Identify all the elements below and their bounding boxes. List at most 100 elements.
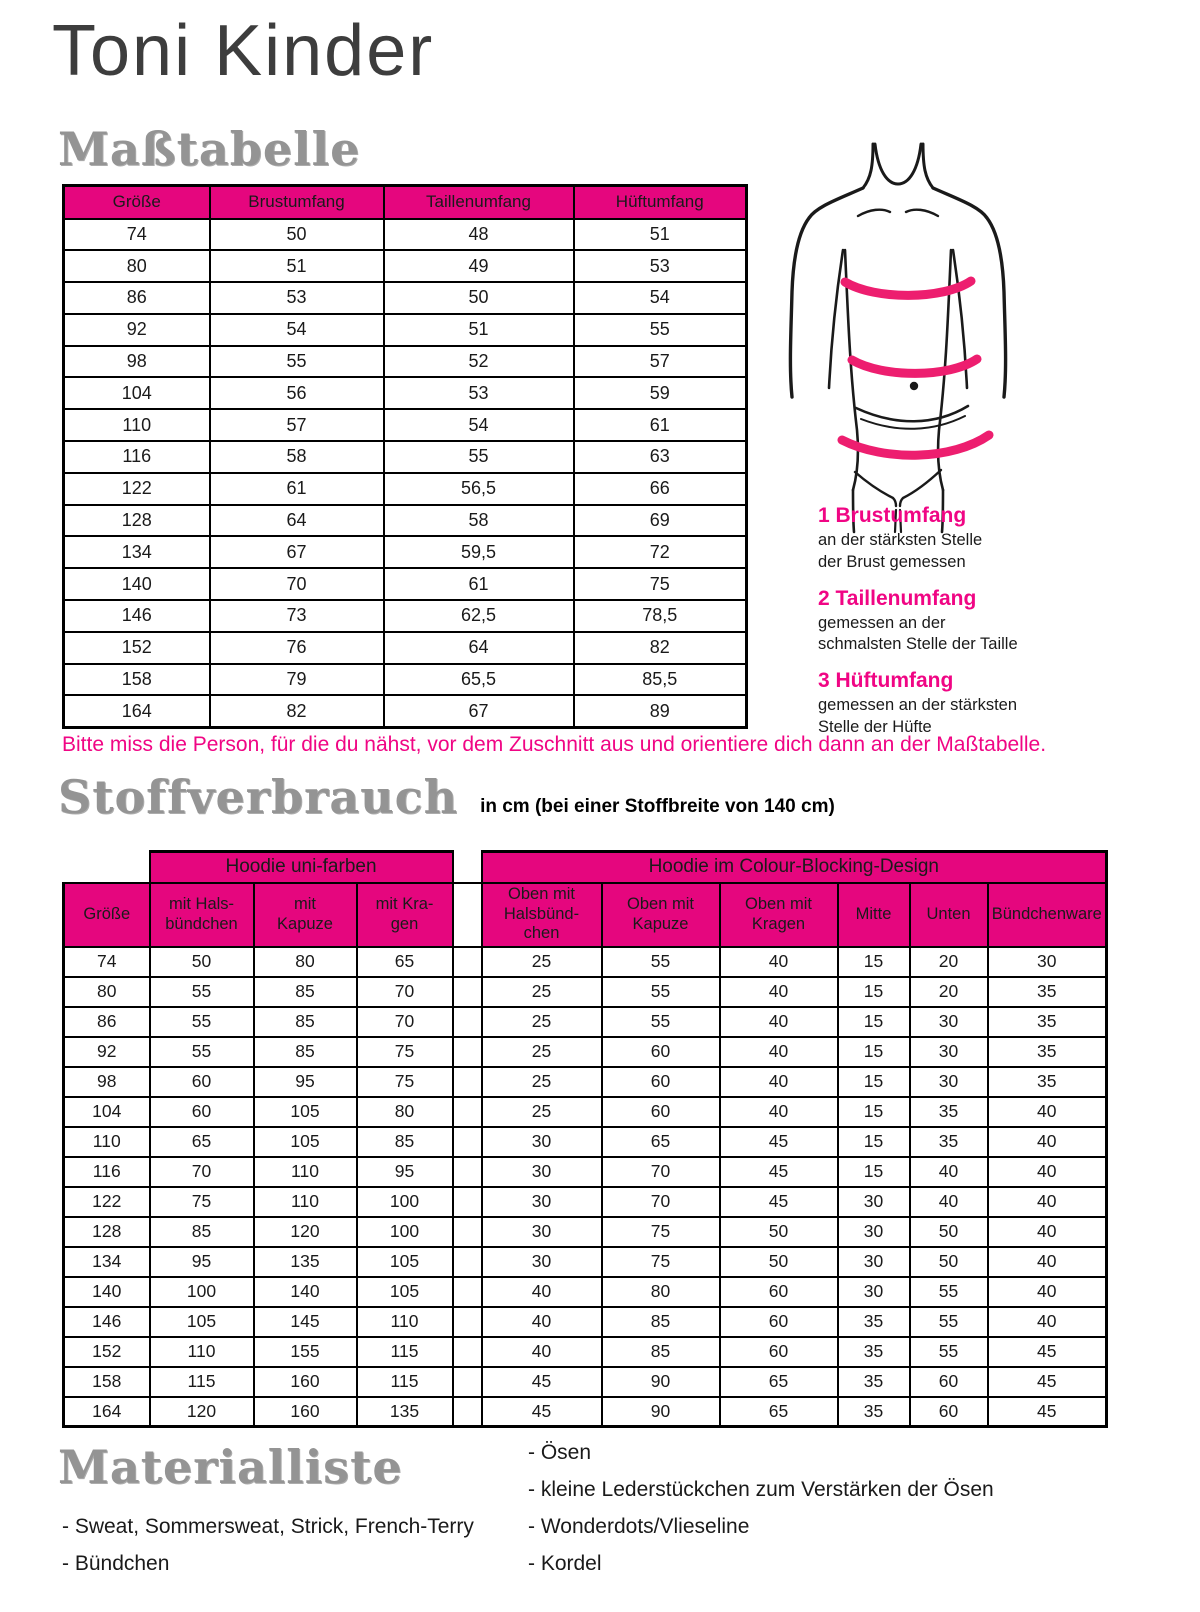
table-cell: 92 [62,312,211,347]
table-cell: 25 [480,1005,603,1038]
table-cell: 74 [62,945,151,978]
table-cell: 86 [62,281,211,315]
table-cell: 50 [382,281,575,315]
table-cell: 105 [148,1305,255,1338]
table-cell: 35 [836,1365,911,1398]
table-cell: 40 [986,1155,1109,1188]
table-cell: 85 [600,1335,721,1368]
table-cell: 55 [208,344,385,379]
table-cell: 128 [62,1215,151,1248]
table-cell: 70 [355,1005,454,1038]
table-cell: 86 [62,1005,151,1038]
legend-desc-line: Stelle der Hüfte [818,717,932,736]
table-row: 104 60 105 80 25 60 40 15 35 40 [62,1095,1109,1128]
spacer-cell [451,1275,483,1308]
table-cell: 60 [718,1335,839,1368]
fabric-usage-table: Hoodie uni-farben Hoodie im Colour-Block… [62,850,1109,1428]
table-cell: 110 [62,408,211,443]
table-cell: 30 [908,1035,989,1068]
table-cell: 55 [382,440,575,474]
table-cell: 152 [62,1335,151,1368]
spacer-cell [451,1005,483,1038]
table-cell: 75 [355,1065,454,1098]
table-cell: 110 [252,1185,358,1218]
table-row: 158 115 160 115 45 90 65 35 60 45 [62,1365,1109,1398]
table-row: 128 85 120 100 30 75 50 30 50 40 [62,1215,1109,1248]
column-header: Taillenumfang [382,184,575,220]
table-cell: 30 [480,1125,603,1158]
table-cell: 146 [62,1305,151,1338]
table-cell: 85 [252,975,358,1008]
table-cell: 30 [908,1005,989,1038]
stoffverbrauch-subtitle: in cm (bei einer Stoffbreite von 140 cm) [480,796,835,817]
table-cell: 160 [252,1365,358,1398]
table-cell: 75 [355,1035,454,1068]
legend-title: 2 Taillenumfang [818,586,977,610]
table-cell: 30 [836,1215,911,1248]
table-cell: 59,5 [382,535,575,570]
table-cell: 110 [148,1335,255,1368]
list-item: - Bündchen [62,1552,170,1575]
legend-desc-line: an der stärksten Stelle [818,531,983,549]
table-cell: 35 [908,1095,989,1128]
table-cell: 53 [208,281,385,315]
table-cell: 51 [382,312,575,347]
table-cell: 40 [480,1335,603,1368]
table-row: 164 82 67 89 [62,694,748,729]
column-header: mit Kapuze [252,881,358,948]
table-cell: 140 [252,1275,358,1308]
table-cell: 25 [480,1095,603,1128]
spacer-cell [451,881,483,948]
table-cell: 75 [600,1215,721,1248]
material-list-left: - Sweat, Sommersweat, Strick, French-Ter… [62,1508,474,1582]
table-cell: 35 [986,1065,1109,1098]
table-cell: 146 [62,599,211,633]
table-cell: 60 [148,1095,255,1128]
table-row: 74 50 80 65 25 55 40 15 20 30 [62,945,1109,978]
column-header: Brustumfang [208,184,385,220]
table-cell: 74 [62,217,211,252]
table-row: 116 58 55 63 [62,440,748,474]
column-header: Hüftumfang [572,184,748,220]
table-cell: 70 [148,1155,255,1188]
table-cell: 60 [600,1035,721,1068]
table-cell: 40 [986,1125,1109,1158]
column-header: mit Hals- bündchen [148,881,255,948]
table-cell: 51 [572,217,748,252]
table-cell: 48 [382,217,575,252]
table-cell: 80 [62,975,151,1008]
spacer-cell [451,1395,483,1428]
table-cell: 98 [62,344,211,379]
table-cell: 95 [355,1155,454,1188]
table-cell: 53 [382,376,575,411]
table-cell: 104 [62,376,211,411]
list-item: - Kordel [528,1552,602,1575]
table-cell: 56 [208,376,385,411]
masstabelle-heading: Maßtabelle [58,122,361,176]
table-cell: 66 [572,471,748,506]
table-row: 134 67 59,5 72 [62,535,748,570]
table-cell: 128 [62,503,211,538]
table-cell: 95 [148,1245,255,1278]
table-cell: 65 [600,1125,721,1158]
table-cell: 55 [148,1035,255,1068]
corner-blank-cell [63,851,150,883]
table-cell: 53 [572,249,748,284]
table-cell: 51 [208,249,385,284]
table-cell: 58 [208,440,385,474]
table-cell: 164 [62,1395,151,1428]
table-cell: 122 [62,1185,151,1218]
table-row: 140 100 140 105 40 80 60 30 55 40 [62,1275,1109,1308]
table-cell: 82 [208,694,385,729]
table-cell: 15 [836,945,911,978]
table-cell: 50 [718,1245,839,1278]
legend-title: 1 Brustumfang [818,504,967,527]
table-cell: 104 [62,1095,151,1128]
table-cell: 40 [908,1185,989,1218]
table-cell: 75 [148,1185,255,1218]
table-cell: 35 [836,1305,911,1338]
table-cell: 40 [718,1095,839,1128]
table-cell: 45 [480,1395,603,1428]
stoffverbrauch-heading: Stoffverbrauch [58,770,459,824]
